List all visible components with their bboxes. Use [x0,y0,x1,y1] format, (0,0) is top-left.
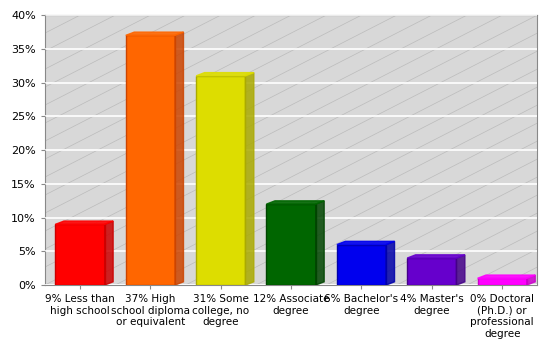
Polygon shape [245,72,254,285]
Bar [56,224,104,285]
Polygon shape [527,275,535,285]
Bar [267,204,316,285]
Polygon shape [456,255,465,285]
Bar [477,278,527,285]
Polygon shape [196,72,254,76]
Polygon shape [477,275,535,278]
Bar [407,258,456,285]
Bar [196,76,245,285]
Polygon shape [337,241,394,245]
Bar [337,245,386,285]
Polygon shape [175,32,184,285]
Polygon shape [267,201,324,204]
Bar [126,35,175,285]
Polygon shape [407,255,465,258]
Polygon shape [316,201,324,285]
Polygon shape [126,32,184,35]
Polygon shape [56,221,113,224]
Polygon shape [104,221,113,285]
Polygon shape [386,241,394,285]
